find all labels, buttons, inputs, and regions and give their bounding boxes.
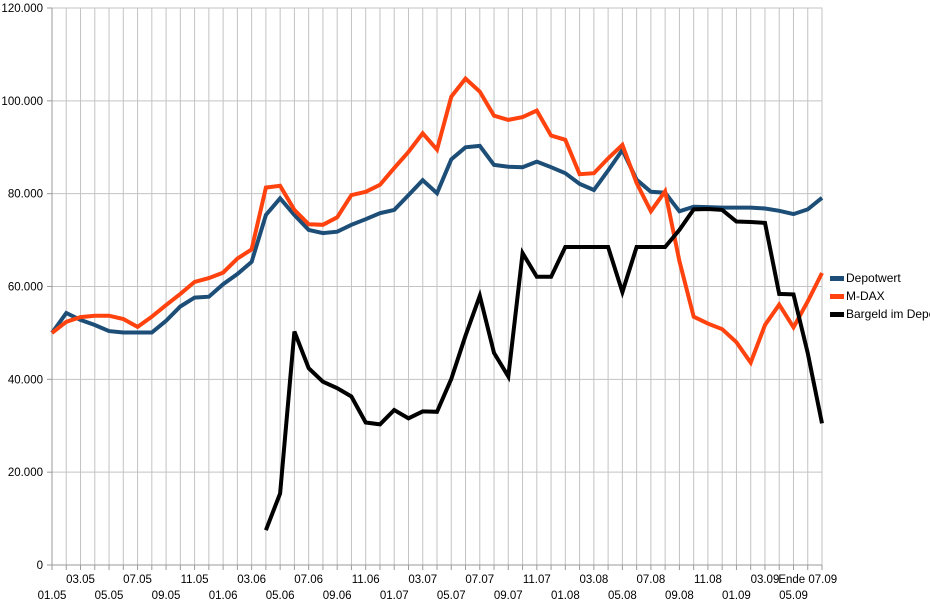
legend-label-depotwert: Depotwert bbox=[846, 271, 901, 285]
mdax-line bbox=[50, 75, 824, 367]
gridlines bbox=[51, 7, 823, 566]
x-tick-label: 09.07 bbox=[494, 590, 523, 602]
x-tick-label: 09.08 bbox=[665, 590, 694, 602]
x-tick-label: 07.07 bbox=[465, 574, 494, 586]
y-tick-label: 120.000 bbox=[1, 3, 43, 15]
x-tick-label: 05.08 bbox=[608, 590, 637, 602]
legend-swatch-bargeld bbox=[830, 311, 844, 317]
x-tick-label: 03.07 bbox=[408, 574, 437, 586]
legend-label-bargeld: Bargeld im Depot bbox=[846, 307, 930, 321]
y-tick-label: 100.000 bbox=[1, 96, 43, 108]
x-tick-label: 07.08 bbox=[636, 574, 665, 586]
y-tick-label: 40.000 bbox=[8, 374, 43, 386]
x-tick-label: 03.08 bbox=[579, 574, 608, 586]
y-tick-label: 0 bbox=[37, 560, 43, 572]
legend-item-depotwert: Depotwert bbox=[830, 269, 930, 287]
x-tick-label: 01.07 bbox=[380, 590, 409, 602]
legend-swatch-depotwert bbox=[830, 275, 844, 281]
y-tick-label: 20.000 bbox=[8, 467, 43, 479]
x-tick-label: 09.05 bbox=[152, 590, 181, 602]
x-tick-label: 05.07 bbox=[437, 590, 466, 602]
x-tick-label: Ende 07.09 bbox=[778, 574, 837, 586]
y-tick-label: 60.000 bbox=[8, 282, 43, 294]
x-tick-label: 01.09 bbox=[722, 590, 751, 602]
x-axis-labels: 03.05 07.05 11.05 03.06 07.06 11.06 03.07 07.07… bbox=[38, 574, 838, 602]
axis-ticks bbox=[47, 7, 823, 570]
x-tick-label: 11.05 bbox=[181, 574, 209, 586]
x-tick-label: 03.05 bbox=[66, 574, 95, 586]
x-tick-label: 05.09 bbox=[779, 590, 808, 602]
legend-label-mdax: M-DAX bbox=[846, 289, 885, 303]
x-tick-label: 11.07 bbox=[523, 574, 551, 586]
x-tick-label: 11.08 bbox=[694, 574, 722, 586]
x-tick-label: 09.06 bbox=[323, 590, 352, 602]
legend-item-bargeld: Bargeld im Depot bbox=[830, 305, 930, 323]
legend: Depotwert M-DAX Bargeld im Depot bbox=[830, 269, 930, 323]
y-tick-label: 80.000 bbox=[8, 189, 43, 201]
x-tick-label: 03.06 bbox=[237, 574, 266, 586]
x-tick-label: 07.05 bbox=[123, 574, 152, 586]
legend-item-mdax: M-DAX bbox=[830, 287, 930, 305]
bargeld-line bbox=[264, 206, 824, 531]
y-axis-labels: 0 20.000 40.000 60.000 80.000 100.000 120.000 bbox=[1, 3, 43, 572]
x-tick-label: 11.06 bbox=[352, 574, 380, 586]
depotwert-line bbox=[50, 143, 824, 335]
x-tick-label: 07.06 bbox=[294, 574, 323, 586]
x-tick-label: 01.06 bbox=[209, 590, 238, 602]
x-tick-label: 03.09 bbox=[751, 574, 780, 586]
x-tick-label: 05.06 bbox=[266, 590, 295, 602]
x-tick-label: 05.05 bbox=[95, 590, 124, 602]
x-tick-label: 01.08 bbox=[551, 590, 580, 602]
x-tick-label: 01.05 bbox=[38, 590, 67, 602]
legend-swatch-mdax bbox=[830, 293, 844, 299]
